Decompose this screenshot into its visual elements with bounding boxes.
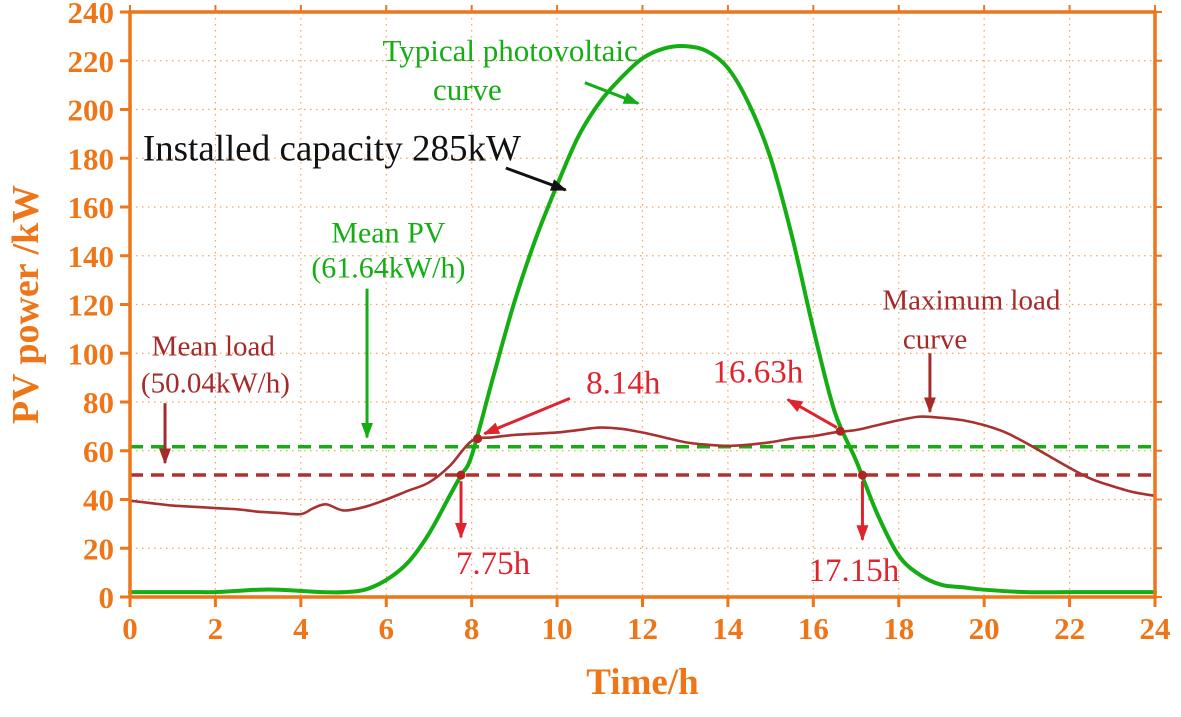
annotation-typical-pv-line2: curve — [433, 72, 502, 107]
x-tick-label-20: 20 — [969, 611, 1000, 646]
annotation-time-17-15: 17.15h — [809, 553, 900, 589]
y-tick-label-140: 140 — [68, 239, 115, 274]
x-tick-label-10: 10 — [542, 611, 573, 646]
annotation-installed-capacity: Installed capacity 285kW — [143, 129, 521, 170]
y-tick-label-200: 200 — [68, 93, 115, 128]
x-tick-label-2: 2 — [208, 611, 224, 646]
annotation-mean-load-line1: Mean load — [152, 331, 276, 363]
y-tick-label-60: 60 — [83, 434, 114, 469]
annotation-arrow-time-16-63-arrow — [786, 398, 838, 429]
annotation-time-16-63: 16.63h — [712, 355, 803, 391]
x-tick-label-14: 14 — [712, 611, 743, 646]
reference-lines — [130, 445, 1155, 477]
x-tick-label-12: 12 — [627, 611, 658, 646]
crossing-dot-cross-17-15 — [857, 470, 867, 480]
y-tick-label-120: 120 — [68, 288, 115, 323]
annotation-mean-pv-line1: Mean PV — [331, 216, 445, 249]
y-tick-label-240: 240 — [68, 0, 115, 30]
x-tick-label-18: 18 — [883, 611, 914, 646]
annotation-mean-load-line2: (50.04kW/h) — [141, 367, 290, 399]
x-tick-label-8: 8 — [464, 611, 480, 646]
y-axis-title: PV power /kW — [5, 185, 47, 424]
y-tick-label-180: 180 — [68, 141, 115, 176]
annotation-arrow-typical-pv-arrow — [584, 81, 640, 105]
crossing-dot-cross-8-14 — [473, 434, 483, 444]
y-tick-label-0: 0 — [99, 580, 115, 615]
series-max-load — [128, 415, 1157, 516]
x-tick-label-6: 6 — [379, 611, 395, 646]
grid-layer — [130, 12, 1155, 597]
annotation-time-7-75: 7.75h — [456, 546, 531, 582]
x-tick-label-16: 16 — [798, 611, 829, 646]
y-tick-label-100: 100 — [68, 336, 115, 371]
series-typical-pv — [128, 44, 1157, 595]
y-tick-label-160: 160 — [68, 190, 115, 225]
y-tick-label-40: 40 — [83, 483, 114, 518]
y-tick-label-20: 20 — [83, 531, 114, 566]
x-tick-label-24: 24 — [1140, 611, 1171, 646]
annotation-time-8-14: 8.14h — [586, 365, 661, 401]
axes-frame-layer: 0 2 4 6 8 10 12 14 16 18 20 22 240204060801001201401… — [5, 0, 1171, 703]
annotation-max-load-line1: Maximum load — [882, 284, 1061, 316]
annotation-mean-pv-line2: (61.64kW/h) — [311, 252, 465, 285]
annotation-max-load-line2: curve — [903, 323, 967, 355]
series-layer — [128, 44, 1157, 595]
y-tick-label-220: 220 — [68, 44, 115, 79]
annotation-arrow-time-8-14-arrow — [483, 396, 571, 436]
annotation-typical-pv-line1: Typical photovoltaic — [382, 33, 637, 68]
x-tick-label-0: 0 — [122, 611, 138, 646]
crossing-markers — [456, 426, 867, 480]
crossing-dot-cross-16-63 — [835, 426, 845, 436]
annotations-layer: Typical photovoltaic curve Installed capac… — [141, 33, 1061, 589]
annotation-arrow-installed-arrow — [505, 166, 568, 192]
y-tick-label-80: 80 — [83, 385, 114, 420]
x-tick-label-22: 22 — [1054, 611, 1085, 646]
x-axis-title: Time/h — [586, 662, 699, 703]
x-tick-label-4: 4 — [293, 611, 309, 646]
crossing-dot-cross-7-75 — [456, 470, 466, 480]
